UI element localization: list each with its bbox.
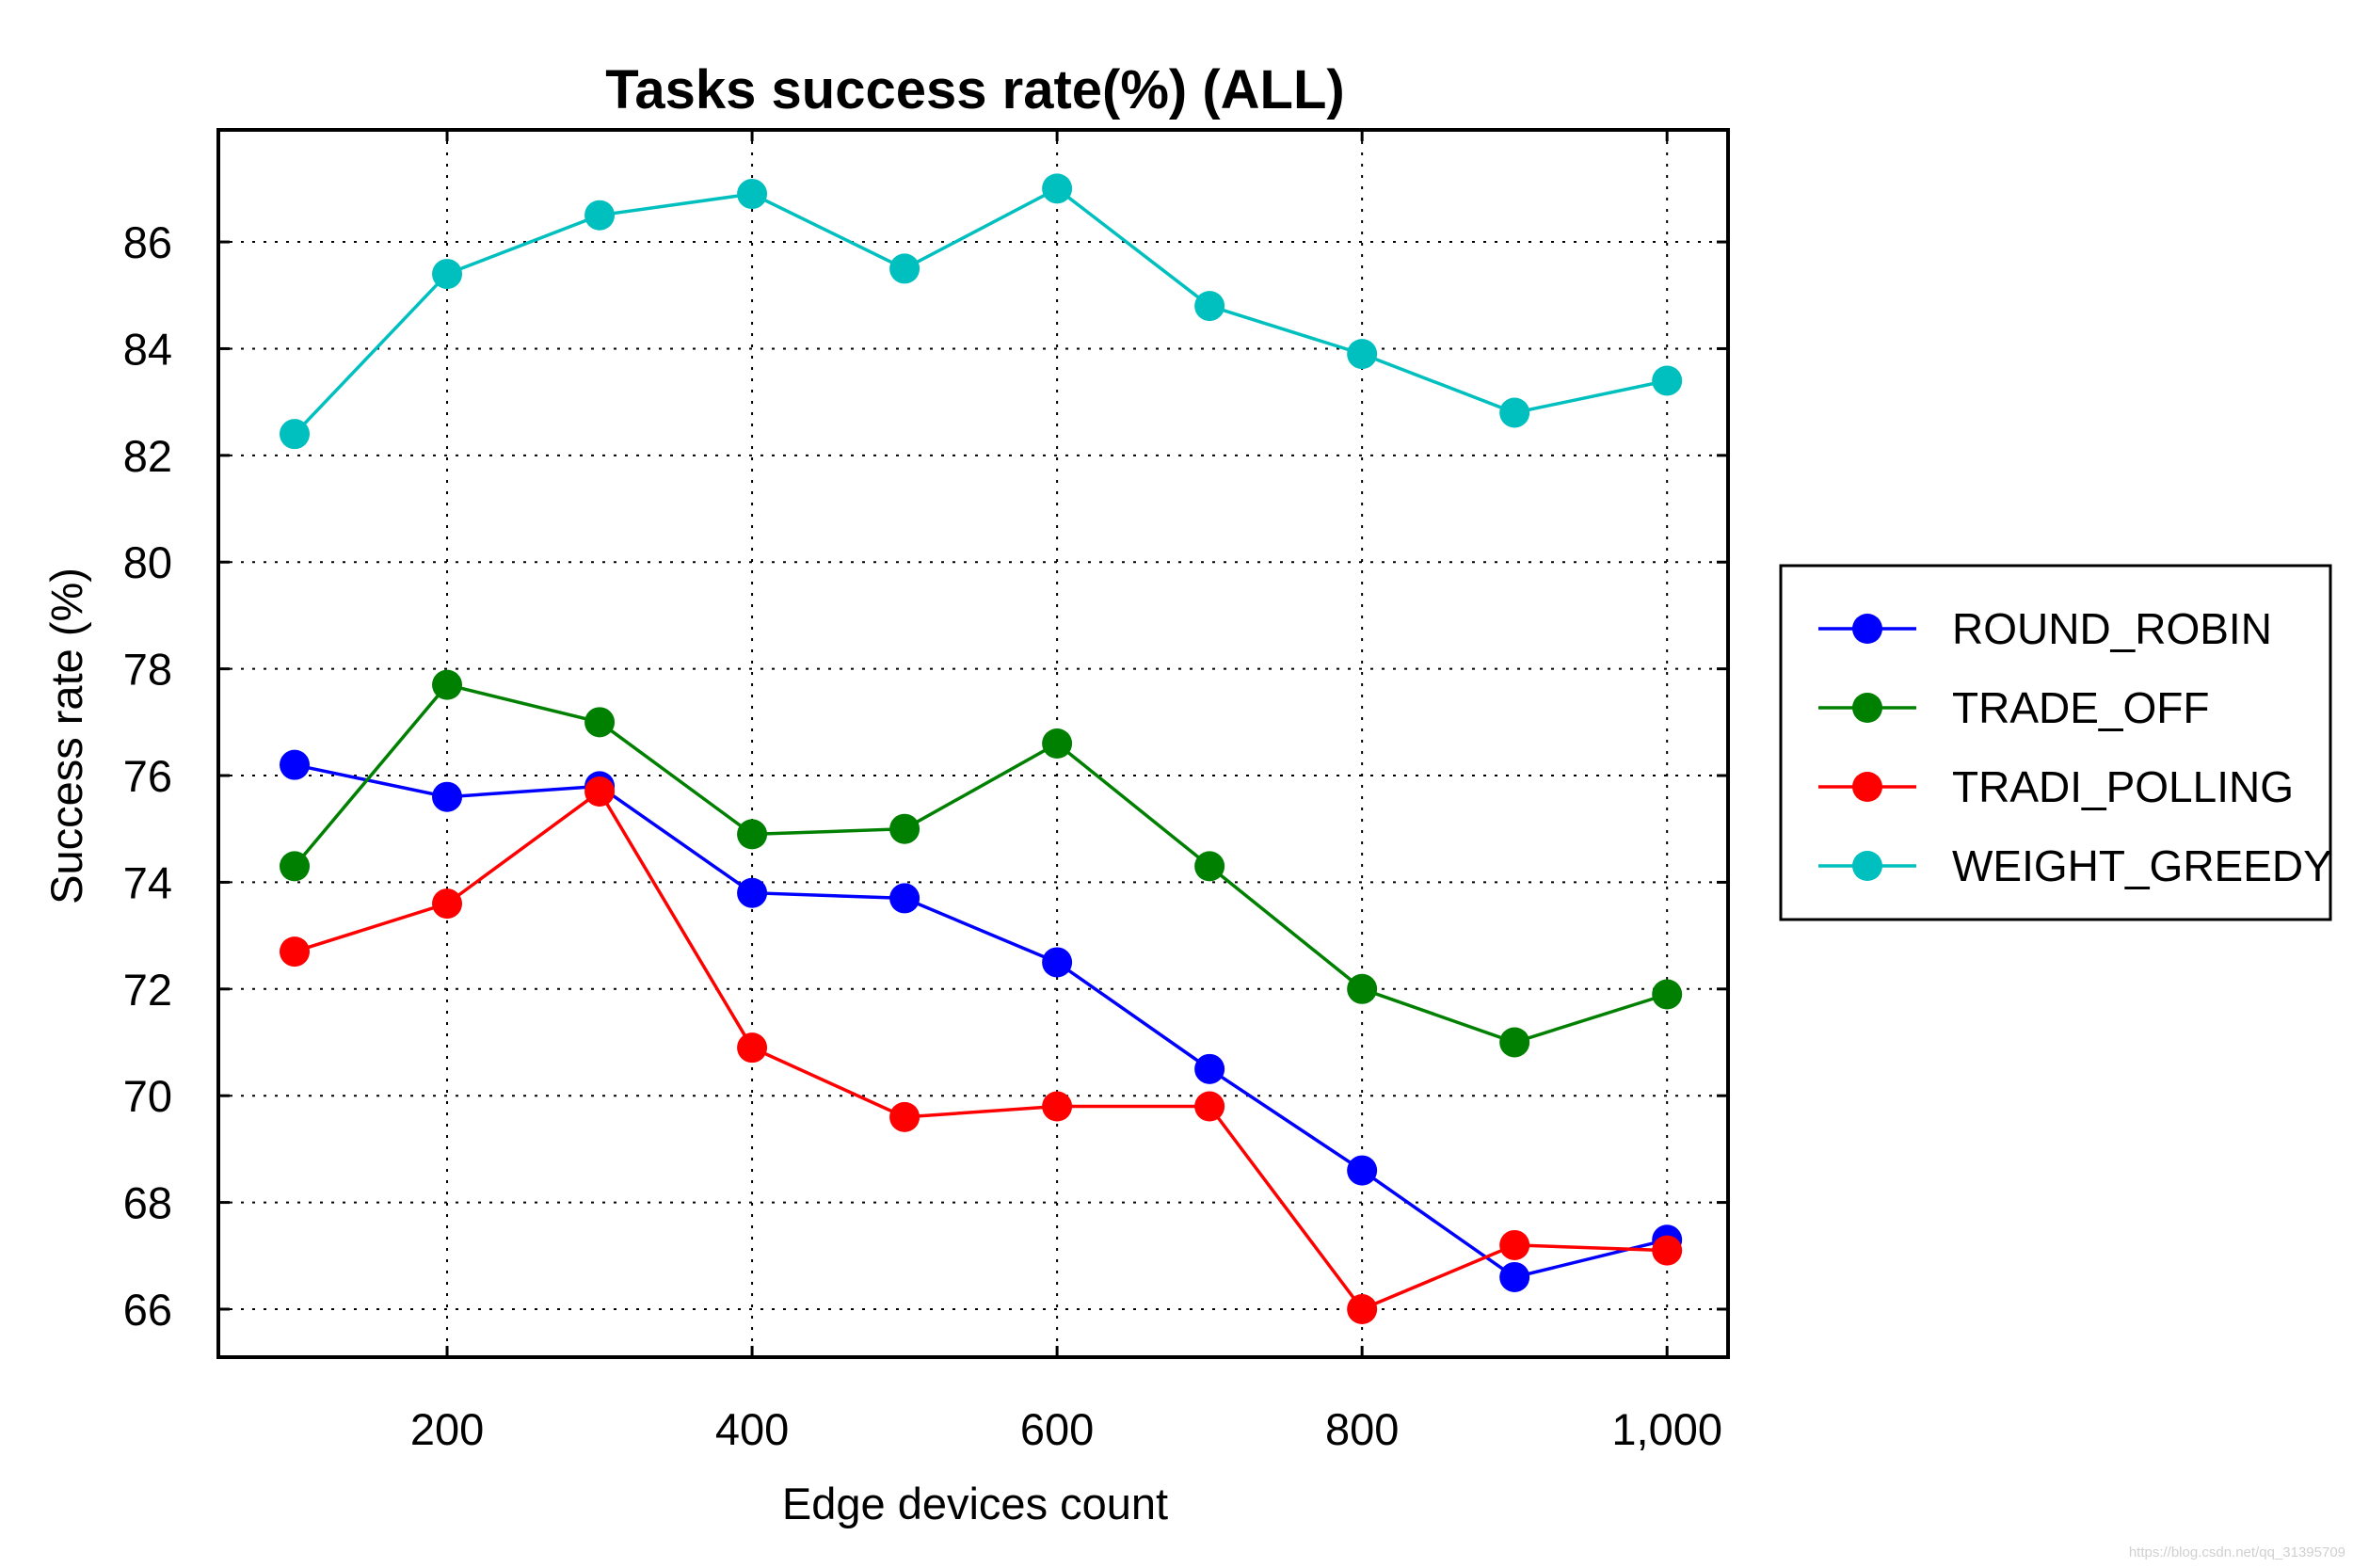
data-point-tradi-polling: [889, 1101, 920, 1132]
x-tick-label: 800: [1325, 1404, 1399, 1454]
data-point-round-robin: [1347, 1155, 1378, 1186]
data-point-trade-off: [1652, 979, 1683, 1010]
x-axis-ticks: 200 400 600 800 1,000: [410, 130, 1722, 1454]
data-point-round-robin: [1499, 1261, 1530, 1292]
data-point-round-robin: [280, 749, 311, 780]
y-axis-label: Success rate (%): [41, 568, 91, 904]
data-point-trade-off: [1347, 973, 1378, 1004]
legend-marker-round-robin: [1852, 614, 1882, 644]
y-tick-label: 74: [123, 857, 172, 907]
y-tick-label: 82: [123, 431, 172, 481]
data-point-weight-greedy: [889, 253, 920, 284]
watermark: https://blog.csdn.net/qq_31395709: [2129, 1544, 2345, 1560]
data-point-weight-greedy: [1652, 365, 1683, 396]
x-tick-label: 1,000: [1611, 1404, 1722, 1454]
data-point-round-robin: [1042, 947, 1073, 978]
data-point-tradi-polling: [1194, 1091, 1225, 1122]
data-point-tradi-polling: [1499, 1229, 1530, 1260]
series-line-tradi-polling: [294, 789, 1668, 1312]
data-point-weight-greedy: [584, 200, 616, 231]
data-point-tradi-polling: [584, 776, 616, 808]
y-tick-label: 84: [123, 324, 172, 374]
legend: ROUND_ROBIN TRADE_OFF TRADI_POLLING WEIGHT_…: [1779, 564, 2332, 921]
grid-lines: [218, 130, 1728, 1357]
y-tick-label: 86: [123, 217, 172, 267]
data-point-trade-off: [1042, 728, 1073, 759]
y-tick-label: 80: [123, 537, 172, 587]
data-point-tradi-polling: [737, 1032, 768, 1064]
legend-marker-trade-off: [1852, 693, 1882, 723]
series-lines: [293, 186, 1668, 1312]
data-point-tradi-polling: [1042, 1091, 1073, 1122]
data-point-tradi-polling: [1347, 1293, 1378, 1324]
legend-marker-tradi-polling: [1852, 772, 1882, 802]
legend-label-weight-greedy: WEIGHT_GREEDY: [1952, 841, 2332, 890]
data-point-tradi-polling: [432, 888, 463, 920]
data-point-weight-greedy: [432, 259, 463, 290]
y-tick-label: 72: [123, 965, 172, 1015]
data-point-trade-off: [737, 819, 768, 850]
y-tick-label: 78: [123, 645, 172, 695]
data-point-tradi-polling: [280, 936, 311, 968]
series-line-round-robin: [294, 762, 1668, 1279]
data-point-round-robin: [1194, 1053, 1225, 1084]
data-point-round-robin: [432, 781, 463, 812]
data-point-round-robin: [889, 883, 920, 914]
data-point-round-robin: [737, 877, 768, 908]
y-tick-label: 66: [123, 1285, 172, 1335]
data-point-weight-greedy: [1347, 339, 1378, 370]
data-point-trade-off: [584, 707, 616, 738]
data-point-trade-off: [1194, 851, 1225, 882]
series-points: [280, 173, 1683, 1324]
legend-label-round-robin: ROUND_ROBIN: [1952, 604, 2272, 653]
chart-title: Tasks success rate(%) (ALL): [605, 59, 1344, 120]
data-point-weight-greedy: [1194, 291, 1225, 322]
series-line-trade-off: [293, 682, 1668, 1045]
legend-label-tradi-polling: TRADI_POLLING: [1952, 762, 2294, 811]
data-point-trade-off: [889, 813, 920, 844]
y-axis-ticks: 66 68 70 72 74 76 78 80 82 84 86: [123, 217, 1728, 1335]
data-point-trade-off: [432, 669, 463, 700]
data-point-weight-greedy: [280, 419, 311, 450]
y-tick-label: 68: [123, 1178, 172, 1228]
x-tick-label: 600: [1020, 1404, 1094, 1454]
series-line-weight-greedy: [293, 186, 1668, 436]
legend-label-trade-off: TRADE_OFF: [1952, 683, 2209, 732]
plot-frame: [216, 128, 1730, 1359]
data-point-trade-off: [280, 851, 311, 882]
data-point-weight-greedy: [1499, 397, 1530, 428]
data-point-trade-off: [1499, 1027, 1530, 1058]
data-point-weight-greedy: [1042, 173, 1073, 204]
x-tick-label: 200: [410, 1404, 484, 1454]
y-tick-label: 70: [123, 1071, 172, 1121]
legend-marker-weight-greedy: [1852, 851, 1882, 881]
y-tick-label: 76: [123, 751, 172, 801]
data-point-weight-greedy: [737, 179, 768, 210]
x-tick-label: 400: [715, 1404, 789, 1454]
x-axis-label: Edge devices count: [782, 1479, 1168, 1528]
data-point-tradi-polling: [1652, 1235, 1683, 1266]
